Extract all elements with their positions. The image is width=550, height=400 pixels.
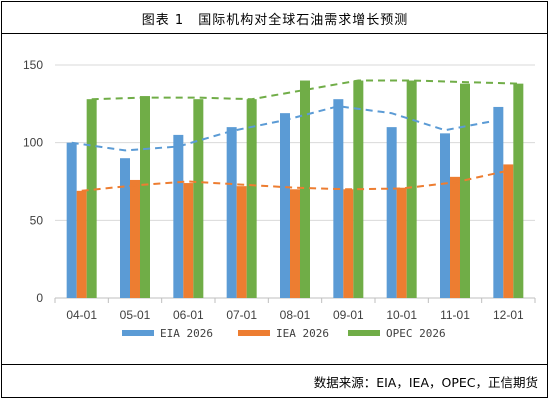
legend-label: EIA 2026 <box>160 327 213 340</box>
source-divider <box>1 364 548 365</box>
bar-opec-2026 <box>193 99 204 298</box>
bar-opec-2026 <box>406 80 417 299</box>
bar-iea-2026 <box>290 189 300 298</box>
bar-eia-2026 <box>280 113 290 298</box>
x-tick-label: 04-01 <box>66 308 97 322</box>
y-tick-label: 0 <box>36 291 43 305</box>
bar-iea-2026 <box>76 190 87 298</box>
bar-opec-2026 <box>86 99 97 298</box>
legend-swatch <box>122 330 154 336</box>
bar-iea-2026 <box>236 186 247 298</box>
x-tick-label: 09-01 <box>333 308 364 322</box>
chart-title: 图表 1 国际机构对全球石油需求增长预测 <box>141 13 409 28</box>
bar-opec-2026 <box>140 96 150 298</box>
bar-eia-2026 <box>440 133 450 298</box>
y-tick-label: 100 <box>23 136 43 150</box>
legend-swatch <box>238 330 270 336</box>
x-tick-label: 05-01 <box>120 308 151 322</box>
bar-eia-2026 <box>226 127 237 298</box>
x-tick-label: 07-01 <box>226 308 257 322</box>
data-source-note: 数据来源：EIA，IEA，OPEC，正信期货 <box>313 375 538 390</box>
bar-eia-2026 <box>66 142 77 298</box>
bar-eia-2026 <box>386 127 397 298</box>
bar-iea-2026 <box>343 189 354 298</box>
bar-iea-2026 <box>503 164 514 298</box>
x-tick-label: 06-01 <box>173 308 204 322</box>
legend-label: OPEC 2026 <box>386 327 446 340</box>
x-tick-label: 08-01 <box>280 308 311 322</box>
y-tick-label: 150 <box>23 58 43 72</box>
y-tick-label: 50 <box>30 213 44 227</box>
x-tick-label: 11-01 <box>440 308 470 322</box>
bar-opec-2026 <box>513 83 524 298</box>
x-tick-label: 12-01 <box>493 308 524 322</box>
legend-swatch <box>348 330 380 336</box>
legend-label: IEA 2026 <box>276 327 329 340</box>
x-tick-label: 10-01 <box>386 308 417 322</box>
bar-eia-2026 <box>120 158 130 298</box>
bar-iea-2026 <box>183 183 194 298</box>
title-divider <box>1 33 548 34</box>
bar-eia-2026 <box>173 134 184 298</box>
bar-iea-2026 <box>130 179 140 298</box>
bar-opec-2026 <box>246 99 257 298</box>
bar-opec-2026 <box>460 83 470 298</box>
bar-iea-2026 <box>450 176 460 298</box>
bar-eia-2026 <box>493 106 504 298</box>
trendline-eia-2026 <box>71 105 499 152</box>
bar-eia-2026 <box>333 99 344 298</box>
bar-opec-2026 <box>300 80 310 299</box>
bar-iea-2026 <box>396 187 407 298</box>
